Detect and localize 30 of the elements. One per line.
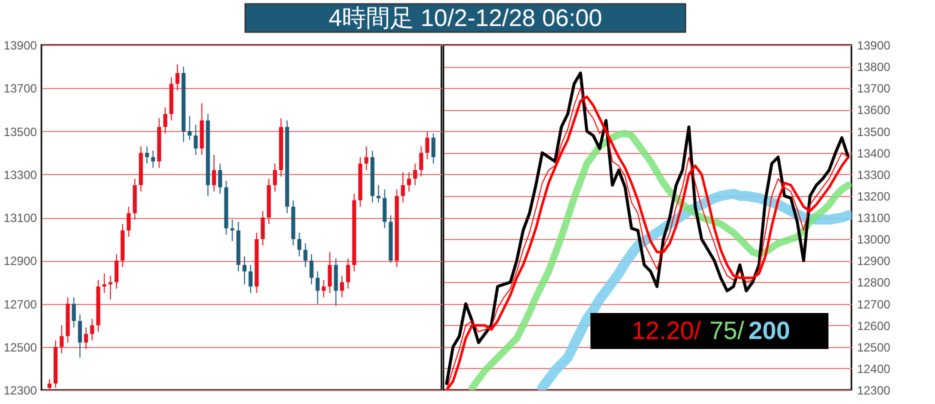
y-tick-label: 12300 [856, 384, 891, 398]
y-tick-label: 13000 [856, 232, 891, 247]
y-tick-label: 13500 [856, 124, 891, 139]
y-tick-label: 13600 [856, 103, 891, 118]
y-tick-label: 13700 [4, 82, 38, 96]
y-tick-label: 13900 [856, 38, 891, 52]
y-tick-label: 12800 [856, 276, 891, 290]
y-tick-label: 13400 [856, 146, 891, 160]
y-tick-label: 13100 [4, 211, 38, 225]
y-tick-label: 13500 [4, 124, 38, 139]
y-tick-label: 13300 [4, 168, 38, 182]
y-tick-label: 12400 [856, 362, 891, 376]
y-tick-label: 12900 [856, 254, 891, 268]
y-tick-label: 13800 [856, 60, 891, 74]
chart-title: 4時間足 10/2-12/28 06:00 [328, 5, 602, 32]
y-tick-label: 12700 [4, 297, 38, 312]
y-tick-label: 12700 [856, 297, 891, 312]
y-tick-label: 12500 [4, 340, 38, 354]
annotation: 12.20/ [631, 317, 701, 345]
y-tick-label: 12500 [856, 340, 891, 354]
y-tick-label: 12300 [4, 384, 38, 398]
y-tick-label: 13100 [856, 211, 891, 225]
y-tick-label: 13300 [856, 168, 891, 182]
annotation: 200 [748, 317, 790, 345]
y-tick-label: 12600 [856, 318, 891, 333]
y-tick-label: 13700 [856, 82, 891, 96]
annotation: 75/ [709, 317, 744, 345]
y-tick-label: 12900 [4, 254, 38, 268]
y-tick-label: 13200 [856, 189, 891, 204]
y-tick-label: 13900 [4, 38, 38, 52]
